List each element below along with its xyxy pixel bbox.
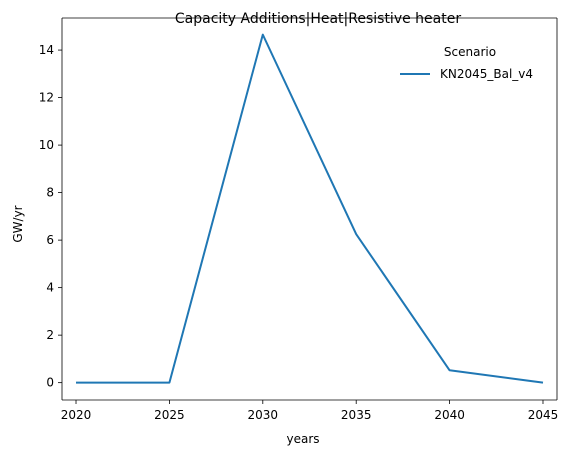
x-tick-label: 2035 [341,408,372,422]
y-tick-label: 14 [39,43,54,57]
y-tick-label: 8 [46,186,54,200]
y-axis-label: GW/yr [11,205,25,242]
y-tick-label: 10 [39,138,54,152]
y-tick-label: 4 [46,281,54,295]
plot-area [76,33,544,384]
x-tick-label: 2045 [528,408,559,422]
x-tick-label: 2025 [154,408,185,422]
x-tick-label: 2040 [434,408,465,422]
chart-title: Capacity Additions|Heat|Resistive heater [175,11,461,27]
y-tick-label: 0 [46,376,54,390]
y-tick-label: 12 [39,91,54,105]
x-tick-label: 2020 [61,408,92,422]
y-axis-ticks: 0 2 4 6 8 10 12 14 [39,43,62,390]
x-axis-ticks: 2020 2025 2030 2035 2040 2045 [61,400,559,422]
legend: Scenario KN2045_Bal_v4 [400,45,533,81]
legend-title: Scenario [444,45,496,59]
x-axis-label: years [286,432,319,446]
series-line-0 [76,33,544,384]
y-tick-label: 6 [46,233,54,247]
y-tick-label: 2 [46,328,54,342]
legend-series-label: KN2045_Bal_v4 [440,67,533,81]
x-tick-label: 2030 [248,408,279,422]
